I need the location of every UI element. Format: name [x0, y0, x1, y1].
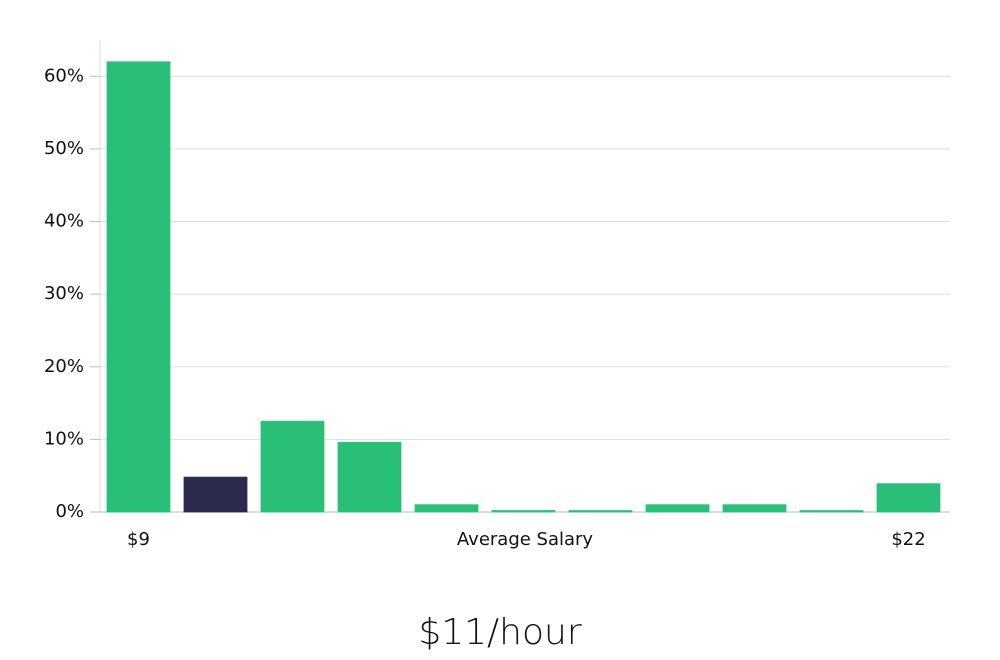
y-tick-label: 20%	[44, 356, 84, 377]
y-tick-label: 0%	[55, 501, 84, 522]
bar	[568, 510, 633, 513]
y-tick-label: 40%	[44, 211, 84, 232]
y-tick-label: 30%	[44, 283, 84, 304]
bar	[260, 420, 325, 513]
bar	[106, 61, 171, 513]
bar	[337, 441, 402, 513]
bar	[491, 510, 556, 513]
bar	[799, 510, 864, 513]
y-tick-label: 10%	[44, 428, 84, 449]
chart-title: $11/hour	[418, 612, 582, 653]
x-axis-label: Average Salary	[457, 529, 594, 550]
bar	[645, 504, 710, 513]
y-tick-label: 60%	[44, 65, 84, 86]
x-tick-label: $22	[891, 529, 925, 550]
bar	[722, 504, 787, 513]
bar	[876, 483, 941, 513]
bar	[414, 504, 479, 513]
x-tick-label: $9	[127, 529, 150, 550]
bar	[183, 476, 248, 513]
y-tick-label: 50%	[44, 138, 84, 159]
